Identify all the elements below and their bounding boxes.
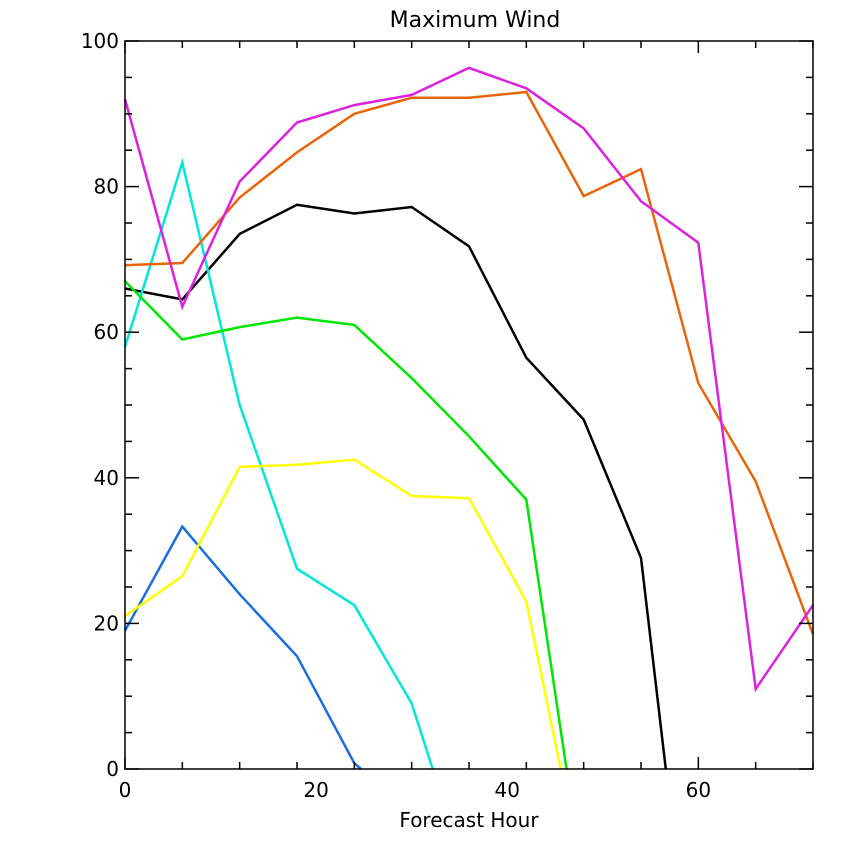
x-tick-label: 0 (119, 778, 132, 802)
y-tick-label: 60 (94, 320, 119, 344)
axes: 0 20 40 60 0 20 40 60 80 100 (81, 29, 814, 802)
y-tick-label: 80 (94, 175, 119, 199)
y-tick-label: 20 (94, 611, 119, 635)
y-tick-label: 0 (106, 757, 119, 781)
plot-frame (124, 40, 814, 770)
y-tick-label: 40 (94, 466, 119, 490)
chart-title: Maximum Wind (390, 8, 561, 33)
x-tick-label: 20 (303, 778, 328, 802)
series-line-3 (123, 524, 362, 770)
x-tick-label: 60 (686, 778, 711, 802)
series-line-7 (123, 66, 815, 693)
series-line-6 (124, 90, 815, 635)
x-axis-label: Forecast Hour (399, 808, 539, 832)
series-line-4 (124, 458, 562, 770)
series-layer (123, 66, 815, 770)
y-tick-label: 100 (81, 29, 119, 53)
series-line-5 (124, 280, 568, 770)
series-line-1 (124, 203, 668, 770)
x-tick-label: 40 (494, 778, 519, 802)
series-line-2 (123, 157, 434, 770)
